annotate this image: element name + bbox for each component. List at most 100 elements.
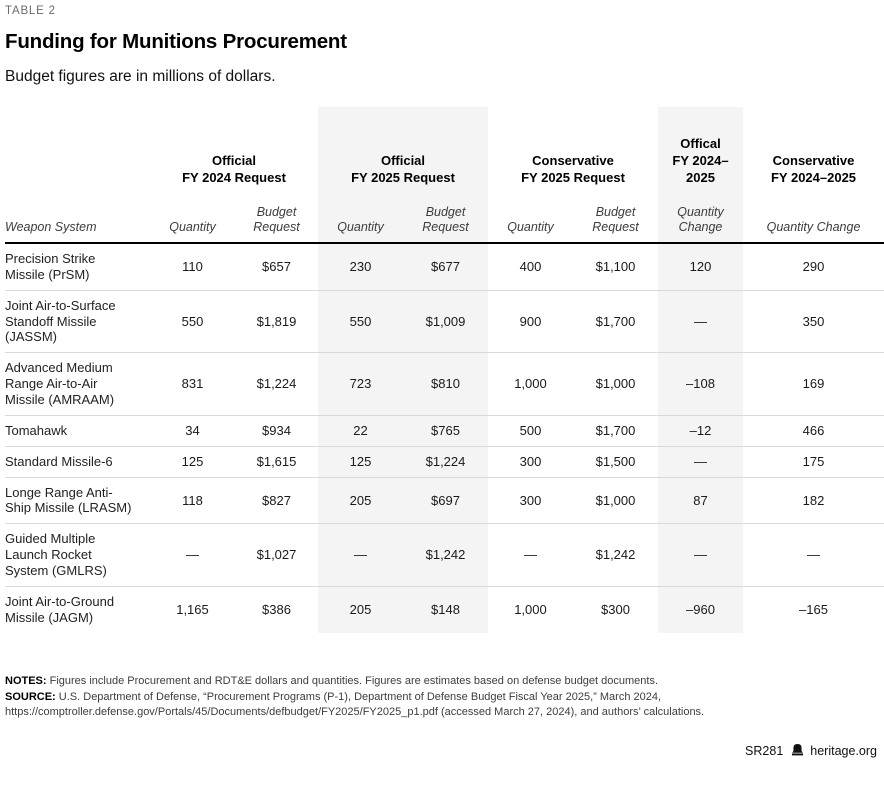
source-text: U.S. Department of Defense, “Procurement… — [5, 690, 705, 719]
qty-official-fy2025: 205 — [318, 477, 403, 525]
col-header-weapon-system: Weapon System — [5, 200, 150, 244]
col-header-quantity-fy2025: Quantity — [318, 200, 403, 244]
notes-block: NOTES: Figures include Procurement and R… — [5, 674, 881, 722]
qty-conservative-fy2025: — — [488, 524, 573, 587]
qty-conservative-fy2025: 1,000 — [514, 601, 547, 617]
qty-change-offical: –108 — [658, 353, 743, 416]
col-header-quantity-cons2025: Quantity — [488, 200, 573, 244]
budget-conservative-fy2025: $1,100 — [573, 244, 658, 291]
group-line: Official — [380, 153, 426, 169]
table-row: Joint Air-to-Surface Standoff Missile (J… — [5, 290, 884, 354]
qty-change-offical: 120 — [658, 244, 743, 291]
qty-change-offical: — — [658, 446, 743, 478]
qty-change-offical: –960 — [658, 586, 743, 633]
table-label: TABLE 2 — [5, 5, 56, 17]
col-header-quantity-fy2024: Quantity — [150, 200, 235, 244]
col-header-budget-fy2024: Budget Request — [235, 200, 318, 244]
budget-official-fy2024: $1,224 — [235, 353, 318, 416]
budget-conservative-fy2025: $1,500 — [573, 447, 658, 478]
qty-official-fy2024: 125 — [150, 447, 235, 478]
notes-line: NOTES: Figures include Procurement and R… — [5, 674, 881, 690]
notes-text: Figures include Procurement and RDT&E do… — [49, 674, 659, 687]
qty-change-offical: — — [658, 290, 743, 354]
group-line: Official — [211, 153, 257, 169]
budget-official-fy2024: $934 — [235, 416, 318, 447]
group-line: Offical — [680, 136, 721, 152]
budget-conservative-fy2025: $1,242 — [573, 524, 658, 587]
budget-official-fy2024: $1,819 — [235, 291, 318, 354]
budget-official-fy2025: $697 — [403, 477, 488, 525]
budget-official-fy2025: $148 — [403, 586, 488, 633]
col-header-budget-fy2025: Budget Request — [403, 200, 488, 244]
group-header-row: Official FY 2024 Request Official FY 202… — [5, 107, 884, 200]
weapon-name: Tomahawk — [5, 416, 150, 447]
group-line: Conservative — [532, 153, 614, 169]
group-line: FY 2025 Request — [351, 170, 455, 186]
budget-official-fy2024: $1,615 — [235, 447, 318, 478]
qty-change-conservative: 182 — [743, 478, 884, 525]
qty-change-conservative: 466 — [743, 416, 884, 447]
qty-official-fy2025: 22 — [318, 415, 403, 447]
sub-header-row: Weapon System Quantity Budget Request Qu… — [5, 200, 884, 244]
budget-official-fy2025: $1,242 — [403, 524, 488, 587]
group-line: FY 2024 Request — [182, 170, 286, 186]
source-label: SOURCE: — [5, 690, 56, 703]
qty-change-conservative: 175 — [743, 447, 884, 478]
liberty-bell-icon — [790, 743, 805, 760]
qty-conservative-fy2025: 900 — [488, 291, 573, 354]
group-header-official-fy2025: Official FY 2025 Request — [318, 107, 488, 200]
budget-conservative-fy2025: $1,000 — [573, 353, 658, 416]
site-name: heritage.org — [810, 744, 877, 759]
qty-official-fy2025: 723 — [318, 353, 403, 416]
budget-conservative-fy2025: $1,700 — [573, 291, 658, 354]
weapon-name: Guided Multiple Launch Rocket System (GM… — [5, 524, 150, 587]
qty-change-offical: 87 — [658, 477, 743, 525]
source-line: SOURCE: U.S. Department of Defense, “Pro… — [5, 690, 881, 722]
qty-change-conservative: 290 — [743, 244, 884, 291]
budget-official-fy2024: $1,027 — [235, 524, 318, 587]
table-row: Longe Range Anti-Ship Missile (LRASM) 11… — [5, 477, 884, 525]
qty-change-conservative: –165 — [799, 601, 828, 617]
col-header-qty-change-conservative: Quantity Change — [743, 200, 884, 244]
group-line: FY 2025 Request — [521, 170, 625, 186]
group-line: 2025 — [686, 170, 715, 186]
qty-conservative-fy2025: 500 — [488, 416, 573, 447]
weapon-name: Joint Air-to-Surface Standoff Missile (J… — [5, 291, 150, 354]
budget-official-fy2024: $386 — [262, 601, 291, 617]
weapon-name: Advanced Medium Range Air-to-Air Missile… — [5, 353, 150, 416]
budget-official-fy2025: $1,224 — [403, 446, 488, 478]
qty-conservative-fy2025: 300 — [488, 478, 573, 525]
qty-official-fy2025: 230 — [318, 244, 403, 291]
qty-change-conservative: — — [743, 524, 884, 587]
report-table-page: TABLE 2 Funding for Munitions Procuremen… — [5, 5, 884, 760]
budget-official-fy2025: $765 — [403, 415, 488, 447]
weapon-name: Standard Missile-6 — [5, 447, 150, 478]
table-row: Precision Strike Missile (PrSM) 110 $657… — [5, 244, 884, 291]
group-header-official-fy2024: Official FY 2024 Request — [150, 107, 318, 200]
weapon-name: Longe Range Anti-Ship Missile (LRASM) — [5, 478, 150, 525]
budget-conservative-fy2025: $1,700 — [573, 416, 658, 447]
group-header-conservative-change: Conservative FY 2024–2025 — [743, 107, 884, 200]
qty-official-fy2025: 205 — [318, 586, 403, 633]
table-row: Standard Missile-6 125 $1,615 125 $1,224… — [5, 446, 884, 478]
budget-official-fy2024: $657 — [235, 244, 318, 291]
qty-conservative-fy2025: 300 — [488, 447, 573, 478]
qty-official-fy2024: — — [150, 524, 235, 587]
qty-official-fy2024: 118 — [150, 478, 235, 525]
group-line: FY 2024– — [672, 153, 729, 169]
qty-change-offical: –12 — [658, 415, 743, 447]
qty-conservative-fy2025: 400 — [488, 244, 573, 291]
qty-official-fy2025: 550 — [318, 290, 403, 354]
table-row: Advanced Medium Range Air-to-Air Missile… — [5, 353, 884, 416]
group-line: Conservative — [772, 153, 855, 169]
group-header-offical-change: Offical FY 2024– 2025 — [658, 107, 743, 200]
qty-change-conservative: 169 — [743, 353, 884, 416]
table-row: Guided Multiple Launch Rocket System (GM… — [5, 524, 884, 587]
table-row: Joint Air-to-Ground Missile (JAGM) 1,165… — [5, 586, 884, 633]
budget-official-fy2025: $810 — [403, 353, 488, 416]
qty-conservative-fy2025: 1,000 — [488, 353, 573, 416]
qty-change-conservative: 350 — [743, 291, 884, 354]
group-line: FY 2024–2025 — [770, 170, 857, 186]
qty-official-fy2025: 125 — [318, 446, 403, 478]
weapon-name: Precision Strike Missile (PrSM) — [5, 244, 150, 291]
